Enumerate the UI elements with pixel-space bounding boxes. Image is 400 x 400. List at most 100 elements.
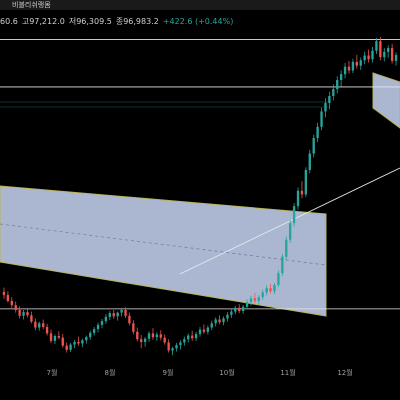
candle-body-58 — [226, 314, 229, 319]
candle-body-100 — [390, 48, 394, 61]
candle-body-3 — [10, 300, 13, 306]
candle-body-99 — [387, 48, 390, 52]
x-tick-label-2: 8월 — [105, 368, 116, 377]
candle-body-4 — [14, 305, 17, 310]
candle-body-72 — [281, 256, 284, 274]
candle-body-56 — [218, 319, 221, 323]
candle-body-34 — [132, 323, 135, 332]
candle-body-13 — [49, 333, 53, 341]
candle-body-42 — [163, 337, 166, 343]
candle-body-66 — [257, 297, 260, 301]
candle-body-21 — [81, 340, 84, 344]
candle-body-14 — [53, 336, 57, 341]
x-tick-label-6: 12월 — [337, 368, 352, 377]
candle-body-68 — [265, 288, 268, 293]
candle-body-45 — [175, 345, 178, 349]
candle-body-9 — [34, 321, 37, 328]
candle-body-18 — [69, 344, 72, 350]
candle-body-33 — [128, 315, 131, 324]
candle-body-67 — [261, 292, 264, 298]
candle-body-61 — [238, 307, 241, 312]
candle-body-83 — [324, 102, 327, 112]
chart-title-bar: 비블리쉬랭몸 — [0, 0, 400, 10]
candle-body-28 — [108, 313, 111, 317]
candle-body-6 — [22, 312, 25, 316]
candle-body-85 — [332, 89, 335, 96]
open-value: 60.6 — [0, 17, 18, 26]
candle-body-75 — [292, 206, 296, 224]
candle-body-30 — [116, 312, 119, 317]
candle-body-54 — [210, 323, 213, 328]
candle-body-10 — [38, 323, 41, 328]
candle-body-62 — [241, 306, 245, 312]
candle-body-98 — [383, 51, 386, 58]
candle-body-87 — [339, 74, 343, 81]
low-value: 96,309.5 — [76, 17, 112, 26]
channel-midline — [0, 223, 327, 266]
low-label: 저 — [68, 17, 77, 26]
candle-body-57 — [222, 318, 225, 323]
candle-body-43 — [167, 342, 170, 351]
candle-body-69 — [269, 288, 272, 292]
candle-body-90 — [351, 61, 355, 71]
candle-body-65 — [253, 298, 257, 301]
candle-body-60 — [234, 307, 237, 312]
candle-body-53 — [206, 327, 210, 332]
candle-body-95 — [371, 50, 374, 60]
candle-body-36 — [140, 339, 143, 342]
candle-body-26 — [100, 321, 104, 325]
candle-body-96 — [375, 41, 378, 51]
candle-body-24 — [92, 329, 96, 333]
ohlc-readout: 60.6 고97,212.0 저96,309.5 종96,983.2 +422.6 (+… — [0, 16, 400, 28]
candle-body-94 — [367, 55, 370, 60]
candle-body-50 — [194, 333, 198, 339]
candle-body-92 — [359, 60, 362, 66]
candle-body-40 — [155, 334, 159, 338]
candle-body-27 — [104, 316, 108, 322]
candle-body-32 — [124, 309, 127, 316]
candle-body-51 — [198, 329, 202, 334]
close-value: 96,983.2 — [123, 17, 159, 26]
candle-body-17 — [65, 345, 68, 350]
candle-body-63 — [245, 301, 249, 307]
candle-body-78 — [304, 169, 308, 195]
x-tick-label-4: 10월 — [219, 368, 234, 377]
candle-body-86 — [336, 80, 339, 90]
candle-body-15 — [57, 336, 61, 338]
candle-body-39 — [151, 333, 155, 338]
candle-body-7 — [26, 312, 29, 316]
candle-body-48 — [187, 335, 190, 340]
candle-body-84 — [328, 96, 331, 103]
candle-body-47 — [183, 339, 186, 343]
candle-body-71 — [277, 273, 280, 285]
candle-body-23 — [89, 332, 92, 338]
candle-body-81 — [316, 126, 319, 139]
candle-body-93 — [363, 55, 366, 61]
x-tick-label-3: 9월 — [163, 368, 174, 377]
candle-body-91 — [355, 61, 359, 66]
candle-body-44 — [171, 348, 174, 351]
candle-body-74 — [289, 223, 292, 240]
candle-body-1 — [2, 291, 6, 296]
candle-body-64 — [249, 298, 253, 302]
candle-body-20 — [77, 341, 80, 344]
candle-body-25 — [96, 324, 100, 330]
candle-body-52 — [202, 329, 206, 332]
close-label: 종 — [115, 17, 124, 26]
candle-body-22 — [85, 337, 88, 341]
candle-body-73 — [285, 239, 288, 257]
candle-body-82 — [320, 111, 323, 127]
candle-body-97 — [379, 41, 382, 58]
candle-body-80 — [312, 138, 315, 154]
candle-body-70 — [273, 284, 276, 292]
high-value: 97,212.0 — [29, 17, 65, 26]
candle-body-101 — [394, 55, 398, 61]
descending-channel — [0, 185, 327, 317]
candle-body-5 — [18, 309, 21, 316]
candle-body-8 — [30, 315, 33, 322]
change-value: +422.6 (+0.44%) — [162, 17, 234, 26]
candle-body-77 — [300, 190, 304, 195]
candle-body-16 — [61, 337, 64, 346]
recent-channel — [372, 72, 400, 129]
